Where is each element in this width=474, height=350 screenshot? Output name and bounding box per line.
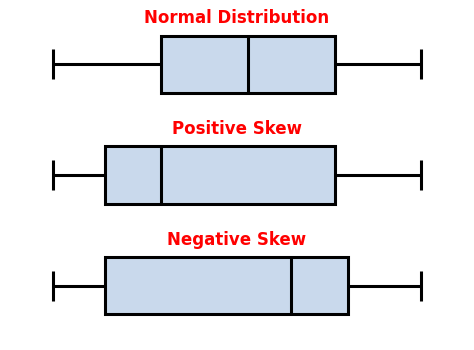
Text: Normal Distribution: Normal Distribution bbox=[145, 9, 329, 27]
Text: Negative Skew: Negative Skew bbox=[167, 231, 307, 249]
Bar bbox=[105, 146, 335, 204]
Bar bbox=[105, 257, 347, 314]
Text: Positive Skew: Positive Skew bbox=[172, 120, 302, 138]
Bar bbox=[161, 36, 335, 93]
